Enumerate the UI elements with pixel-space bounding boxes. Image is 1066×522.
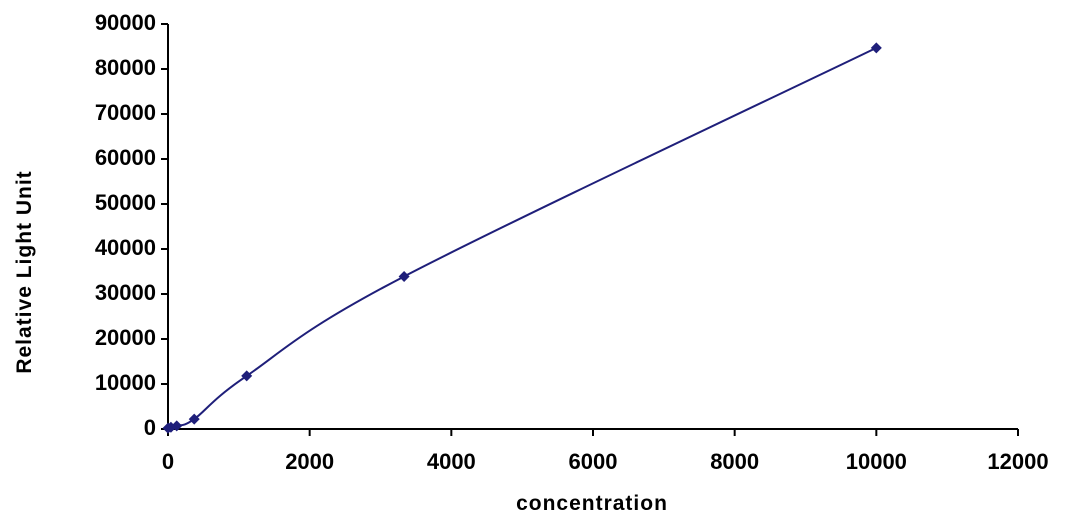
x-tick-label-10000: 10000 [846,449,907,474]
y-tick-label-80000: 80000 [95,55,156,80]
x-tick-label-12000: 12000 [987,449,1048,474]
x-tick-label-8000: 8000 [710,449,759,474]
y-tick-label-0: 0 [144,415,156,440]
series-line-0 [167,46,877,430]
y-tick-label-60000: 60000 [95,145,156,170]
axes [167,24,1018,430]
y-axis-title: Relative Light Unit [13,170,36,373]
data-point-6 [870,42,882,54]
y-tick-label-90000: 90000 [95,10,156,35]
y-tick-label-10000: 10000 [95,370,156,395]
y-tick-label-40000: 40000 [95,235,156,260]
data-point-3 [188,413,200,425]
y-tick-label-30000: 30000 [95,280,156,305]
ticks: 0100002000030000400005000060000700008000… [95,10,1049,474]
data-point-2 [171,420,183,432]
data-point-4 [241,370,253,382]
series [162,42,882,434]
x-tick-label-4000: 4000 [427,449,476,474]
data-point-5 [398,270,410,282]
y-tick-label-70000: 70000 [95,100,156,125]
x-axis-title: concentration [516,492,668,515]
y-tick-label-50000: 50000 [95,190,156,215]
x-tick-label-2000: 2000 [285,449,334,474]
y-tick-label-20000: 20000 [95,325,156,350]
x-tick-label-6000: 6000 [569,449,618,474]
x-tick-label-0: 0 [162,449,174,474]
